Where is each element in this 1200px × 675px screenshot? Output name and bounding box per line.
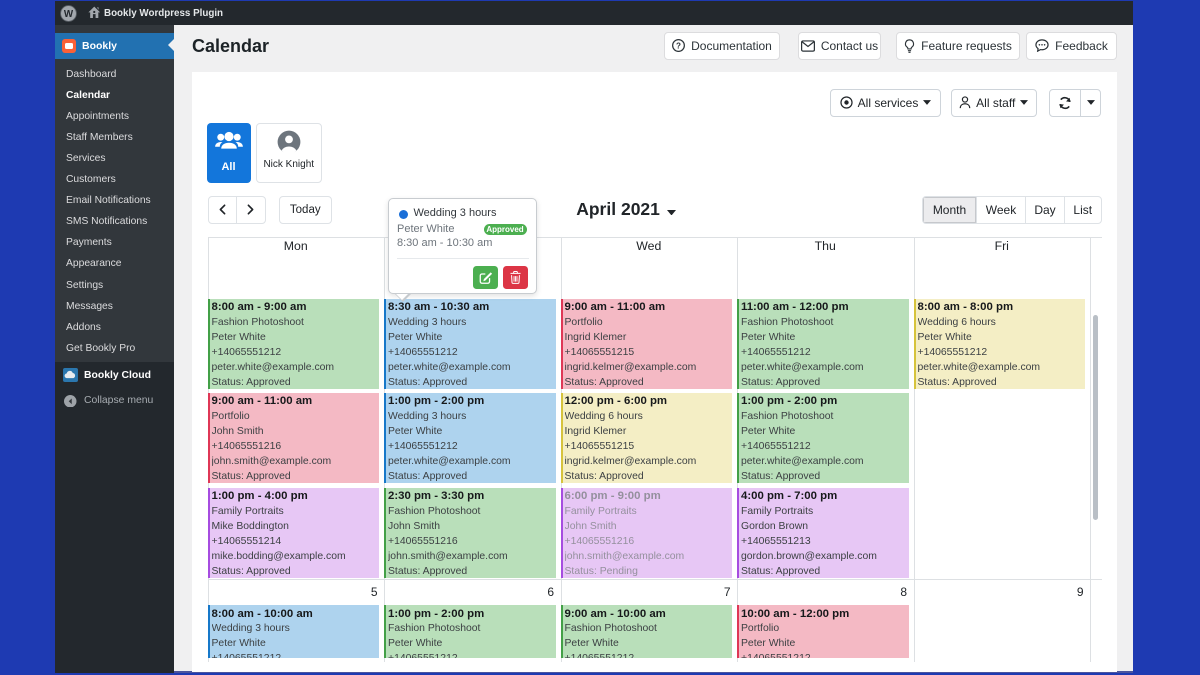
svg-text:?: ?: [676, 42, 681, 51]
svg-text:W: W: [64, 9, 74, 20]
